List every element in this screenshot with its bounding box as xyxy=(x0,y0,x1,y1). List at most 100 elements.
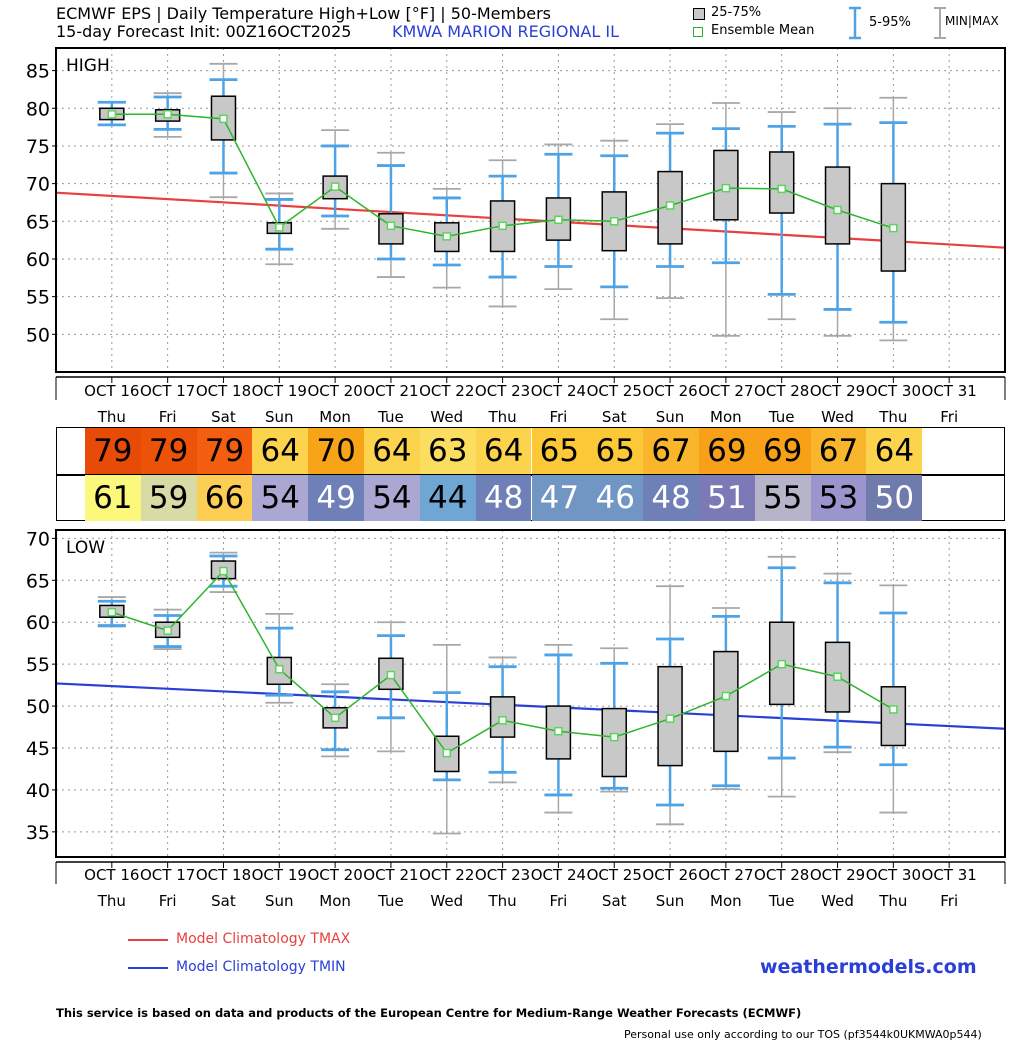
x-tick-weekday: Fri xyxy=(159,892,177,910)
x-tick-weekday: Sat xyxy=(211,408,236,426)
brand-link[interactable]: weathermodels.com xyxy=(760,956,977,978)
mean-marker xyxy=(554,215,563,225)
mean-marker xyxy=(889,705,898,714)
mean-marker xyxy=(219,566,228,576)
box-day-12 xyxy=(711,102,740,337)
mean-marker xyxy=(721,691,731,701)
y-tick-label: 40 xyxy=(26,780,50,802)
x-tick-weekday: Sat xyxy=(211,892,236,910)
x-tick-date: OCT 27 xyxy=(698,382,753,400)
x-tick-weekday: Wed xyxy=(821,892,854,910)
x-tick-date: OCT 19 xyxy=(252,866,307,884)
mean-marker xyxy=(163,626,172,635)
x-tick-weekday: Sun xyxy=(656,892,685,910)
y-tick-label: 55 xyxy=(26,287,50,309)
tmin-legend-line xyxy=(128,967,168,969)
x-tick-date: OCT 20 xyxy=(307,382,362,400)
mean-marker xyxy=(442,748,452,758)
x-tick-date: OCT 30 xyxy=(866,382,921,400)
table-divider xyxy=(57,474,1004,476)
x-tick-weekday: Sat xyxy=(602,408,627,426)
x-tick-weekday: Tue xyxy=(768,408,795,426)
x-tick-date: OCT 28 xyxy=(754,866,809,884)
mean-marker xyxy=(498,716,507,725)
iqr-box xyxy=(601,707,627,778)
x-tick-weekday: Sun xyxy=(265,408,294,426)
x-tick-weekday: Thu xyxy=(878,892,907,910)
y-tick-label: 45 xyxy=(26,738,50,760)
mean-marker xyxy=(833,672,842,681)
y-tick-label: 85 xyxy=(26,61,50,83)
box-day-5 xyxy=(321,129,350,230)
mean-marker xyxy=(554,726,563,736)
box-day-14 xyxy=(823,572,852,754)
x-tick-weekday: Mon xyxy=(710,892,742,910)
x-tick-weekday: Fri xyxy=(549,892,567,910)
x-tick-weekday: Tue xyxy=(377,892,404,910)
table-cell: 53 xyxy=(810,475,867,521)
mean-marker xyxy=(833,205,842,215)
x-tick-weekday: Tue xyxy=(768,892,795,910)
x-tick-date: OCT 26 xyxy=(642,382,697,400)
x-tick-weekday: Thu xyxy=(97,892,126,910)
mean-marker xyxy=(219,114,228,124)
box-day-10 xyxy=(600,647,629,793)
table-cell: 79 xyxy=(84,428,141,474)
table-cell: 79 xyxy=(140,428,197,474)
table-cell: 70 xyxy=(308,428,365,474)
x-tick-weekday: Thu xyxy=(97,408,126,426)
tmin-legend-label: Model Climatology TMIN xyxy=(176,959,346,975)
y-tick-label: 70 xyxy=(26,174,50,196)
iqr-box xyxy=(713,650,739,753)
x-tick-weekday: Sun xyxy=(265,892,294,910)
legend-box-label: 25-75% xyxy=(711,5,762,20)
mean-marker xyxy=(609,217,619,226)
x-tick-date: OCT 16 xyxy=(84,866,139,884)
box-day-10 xyxy=(600,139,629,321)
x-tick-date: OCT 16 xyxy=(84,382,139,400)
x-tick-date: OCT 25 xyxy=(587,382,642,400)
x-tick-date: OCT 23 xyxy=(475,382,530,400)
iqr-box xyxy=(768,151,795,214)
x-tick-date: OCT 18 xyxy=(196,866,251,884)
legend-mean-label: Ensemble Mean xyxy=(711,23,815,38)
box-day-14 xyxy=(823,107,852,337)
x-tick-weekday: Fri xyxy=(940,892,958,910)
y-tick-label: 70 xyxy=(26,528,50,550)
chart-subtitle: 15-day Forecast Init: 00Z16OCT2025 xyxy=(56,22,352,41)
x-tick-date: OCT 17 xyxy=(140,382,195,400)
mean-marker xyxy=(498,221,507,231)
mean-marker xyxy=(330,713,340,723)
mean-marker xyxy=(665,714,675,723)
table-cell: 50 xyxy=(866,475,923,521)
mean-marker xyxy=(275,664,284,674)
mean-marker xyxy=(665,201,675,210)
x-tick-weekday: Thu xyxy=(487,408,516,426)
chart-title: ECMWF EPS | Daily Temperature High+Low [… xyxy=(56,4,551,23)
table-cell: 54 xyxy=(364,475,420,521)
x-tick-date: OCT 29 xyxy=(810,866,865,884)
box-day-11 xyxy=(656,585,685,826)
table-cell: 48 xyxy=(475,475,532,521)
y-tick-label: 50 xyxy=(26,696,50,718)
table-cell: 44 xyxy=(419,475,476,521)
tmax-legend-label: Model Climatology TMAX xyxy=(176,931,351,947)
mean-marker xyxy=(275,223,284,232)
legend-minmax-label: MIN|MAX xyxy=(945,14,999,28)
legend-whisker-label: 5-95% xyxy=(869,15,911,30)
y-tick-label: 65 xyxy=(26,570,50,592)
y-tick-label: 60 xyxy=(26,249,50,271)
x-tick-date: OCT 22 xyxy=(419,866,474,884)
mean-marker xyxy=(107,110,117,119)
x-tick-weekday: Mon xyxy=(710,408,742,426)
table-cell: 46 xyxy=(587,475,644,521)
x-tick-date: OCT 31 xyxy=(922,382,977,400)
x-tick-weekday: Thu xyxy=(878,408,907,426)
legend-mean-swatch xyxy=(693,27,703,37)
mean-marker xyxy=(330,182,340,191)
panel-title: HIGH xyxy=(66,56,110,76)
mean-marker xyxy=(721,183,731,193)
table-cell: 61 xyxy=(84,475,141,521)
tos-text: Personal use only according to our TOS (… xyxy=(624,1028,982,1041)
x-tick-date: OCT 21 xyxy=(363,382,418,400)
